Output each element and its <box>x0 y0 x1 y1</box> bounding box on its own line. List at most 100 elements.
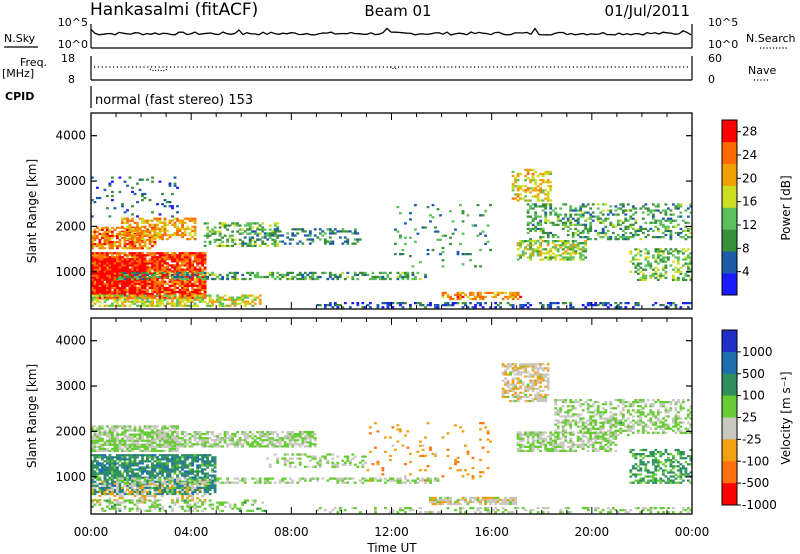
heatmap-cell <box>171 456 174 459</box>
heatmap-cell <box>193 260 197 263</box>
heatmap-cell <box>171 233 174 237</box>
heatmap-cell <box>101 490 104 494</box>
heatmap-cell <box>183 270 187 273</box>
heatmap-cell <box>181 292 184 296</box>
heatmap-cell <box>178 254 182 257</box>
heatmap-cell <box>108 456 112 459</box>
heatmap-cell <box>656 203 660 206</box>
heatmap-cell <box>93 282 97 285</box>
heatmap-cell <box>599 217 603 220</box>
heatmap-cell <box>461 291 465 295</box>
heatmap-cell <box>176 264 179 267</box>
heatmap-cell <box>121 217 124 220</box>
heatmap-cell <box>183 280 187 283</box>
heatmap-cell <box>394 253 397 256</box>
heatmap-cell <box>121 264 124 267</box>
heatmap-cell <box>581 250 585 253</box>
heatmap-cell <box>108 256 112 259</box>
nave-right-tick-bottom: 0 <box>708 73 715 86</box>
heatmap-cell <box>131 277 134 281</box>
heatmap-cell <box>158 482 162 485</box>
heatmap-cell <box>654 272 658 275</box>
heatmap-cell <box>253 242 257 246</box>
heatmap-cell <box>223 294 227 297</box>
heatmap-cell <box>183 298 187 301</box>
heatmap-cell <box>128 456 132 459</box>
heatmap-cell <box>241 273 245 277</box>
heatmap-cell <box>166 482 169 485</box>
heatmap-cell <box>151 268 154 271</box>
heatmap-cell <box>156 231 159 235</box>
heatmap-cell <box>166 472 169 475</box>
heatmap-cell <box>138 262 142 265</box>
heatmap-cell <box>616 213 620 216</box>
heatmap-cell <box>364 271 367 275</box>
heatmap-cell <box>121 231 124 235</box>
heatmap-cell <box>654 276 658 280</box>
heatmap-cell <box>96 466 99 469</box>
heatmap-cell <box>629 270 633 273</box>
heatmap-cell <box>677 207 680 210</box>
heatmap-cell <box>569 219 573 222</box>
heatmap-cell <box>193 294 197 297</box>
heatmap-cell <box>664 227 668 231</box>
heatmap-cell <box>624 236 628 239</box>
heatmap-cell <box>549 304 553 307</box>
heatmap-cell <box>143 260 147 263</box>
heatmap-cell <box>151 431 154 434</box>
heatmap-cell <box>601 231 605 235</box>
heatmap-cell <box>91 466 94 469</box>
heatmap-cell <box>516 189 520 192</box>
heatmap-cell <box>163 482 167 485</box>
heatmap-cell <box>136 464 139 467</box>
heatmap-cell <box>529 258 532 261</box>
heatmap-cell <box>108 284 112 287</box>
heatmap-cell <box>464 253 467 256</box>
heatmap-cell <box>148 282 152 285</box>
heatmap-cell <box>631 306 635 309</box>
heatmap-cell <box>469 253 472 256</box>
heatmap-cell <box>166 490 169 494</box>
heatmap-cell <box>121 441 124 444</box>
heatmap-cell <box>281 234 285 237</box>
heatmap-cell <box>193 277 197 281</box>
heatmap-cell <box>188 256 192 259</box>
heatmap-cell <box>131 490 134 494</box>
heatmap-cell <box>178 460 182 463</box>
heatmap-cell <box>318 228 322 231</box>
heatmap-cell <box>156 290 159 294</box>
heatmap-cell <box>101 260 104 263</box>
heatmap-cell <box>151 304 154 307</box>
heatmap-cell <box>531 227 535 231</box>
heatmap-cell <box>441 250 445 254</box>
heatmap-cell <box>656 219 660 222</box>
heatmap-cell <box>672 203 675 206</box>
heatmap-cell <box>526 168 530 172</box>
heatmap-cell <box>231 302 234 305</box>
heatmap-cell <box>203 274 207 277</box>
heatmap-cell <box>171 215 174 218</box>
heatmap-cell <box>531 223 535 226</box>
heatmap-cell <box>103 234 107 238</box>
heatmap-cell <box>116 488 119 492</box>
heatmap-cell <box>158 260 162 263</box>
heatmap-cell <box>201 252 204 255</box>
heatmap-cell <box>146 238 149 242</box>
heatmap-cell <box>193 290 197 294</box>
heatmap-cell <box>288 271 292 275</box>
heatmap-cell <box>163 219 167 222</box>
heatmap-cell <box>429 302 432 305</box>
heatmap-cell <box>519 244 522 247</box>
heatmap-cell <box>278 273 282 277</box>
heatmap-cell <box>624 238 628 241</box>
heatmap-cell <box>133 258 137 261</box>
heatmap-cell <box>143 256 147 259</box>
heatmap-cell <box>193 231 197 235</box>
heatmap-cell <box>151 466 154 469</box>
heatmap-cell <box>416 232 420 235</box>
heatmap-cell <box>186 290 189 294</box>
heatmap-cell <box>526 187 530 190</box>
heatmap-cell <box>203 275 207 279</box>
heatmap-cell <box>103 240 107 244</box>
heatmap-cell <box>206 474 209 477</box>
